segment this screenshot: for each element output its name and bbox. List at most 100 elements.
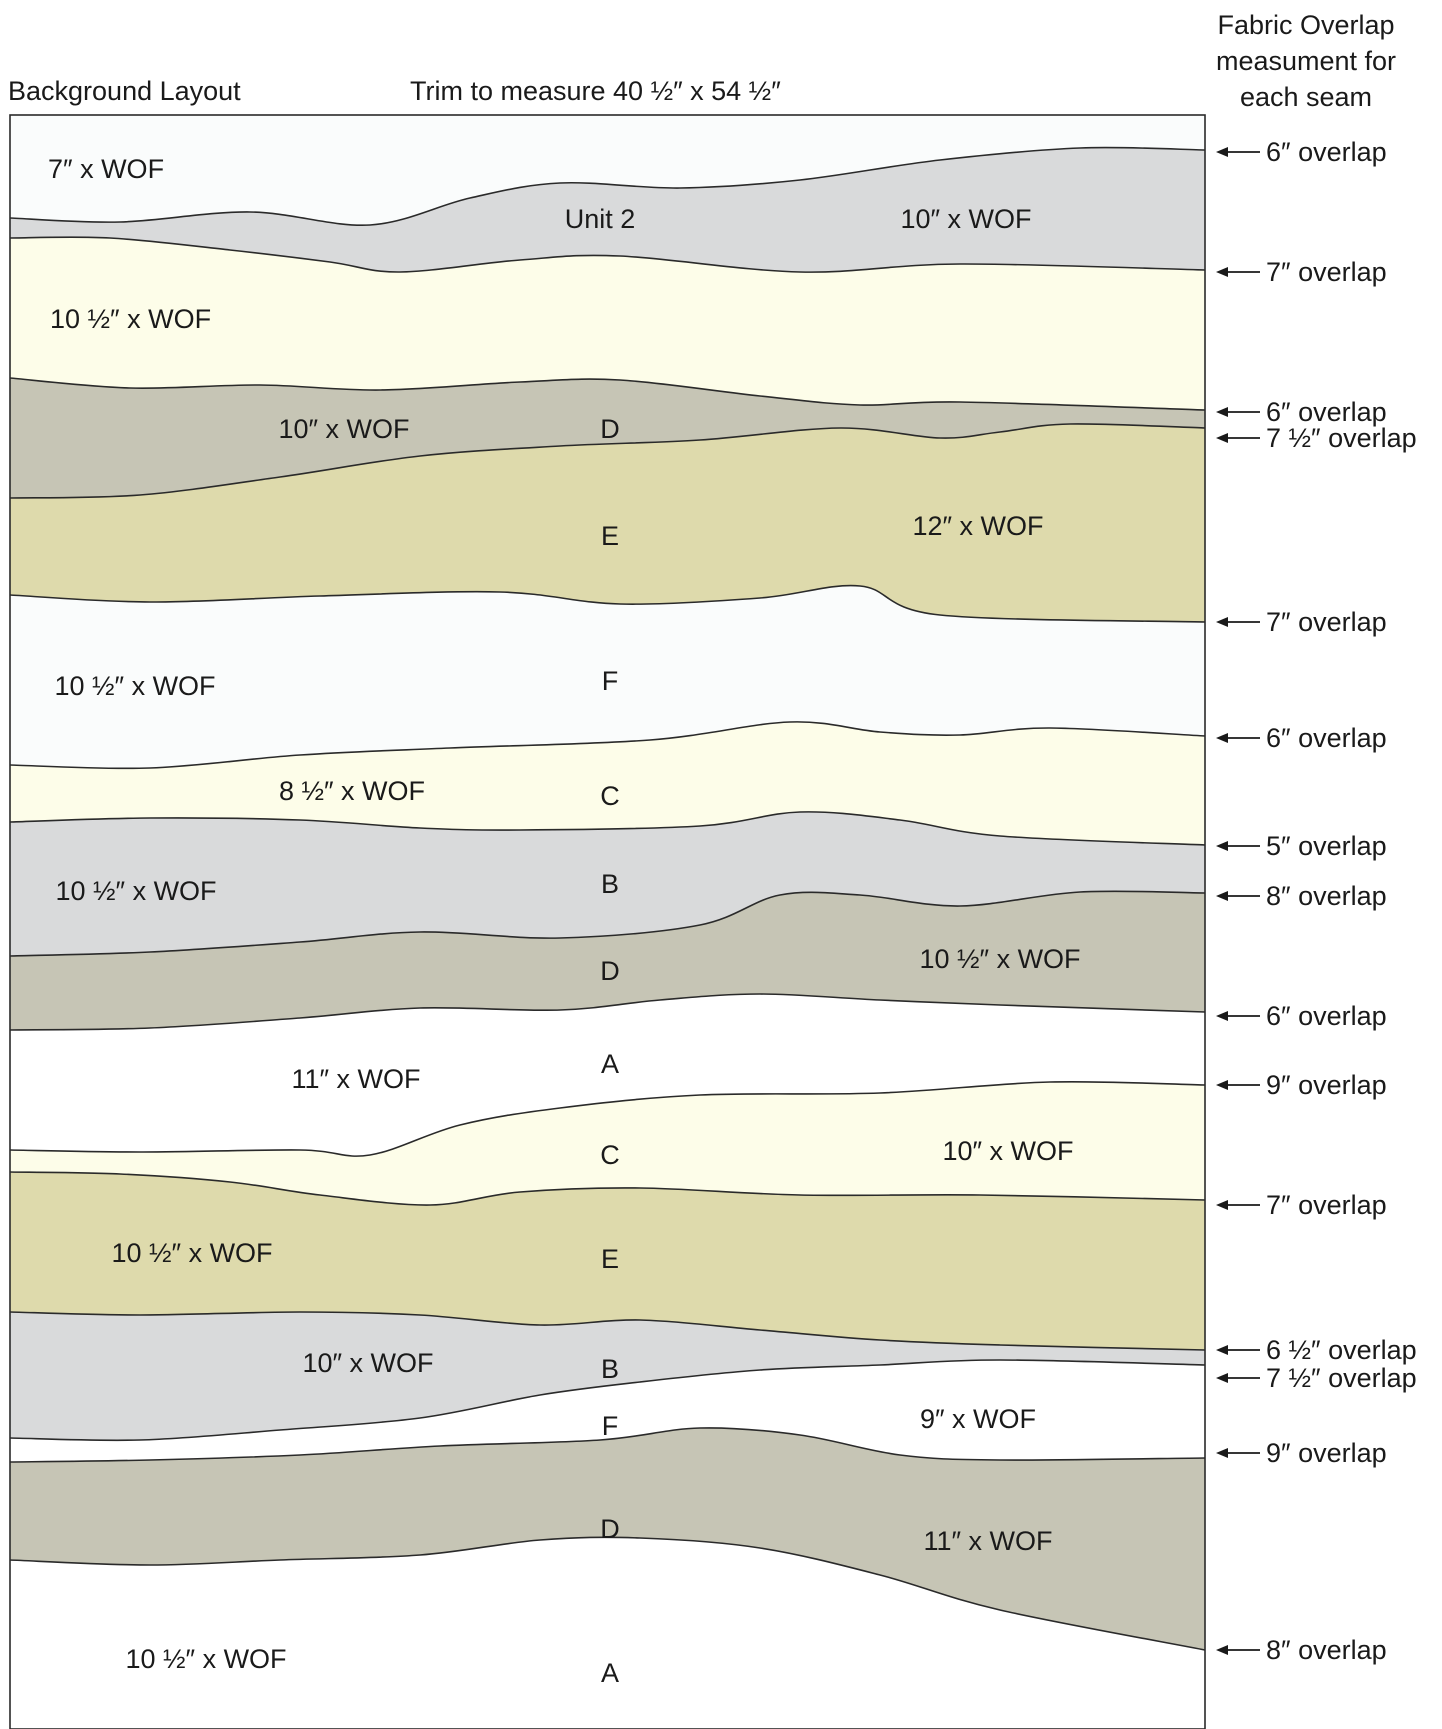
strip-label: F <box>602 666 619 696</box>
quilt-outline <box>9 114 1206 1729</box>
strip-label: D <box>600 1514 620 1544</box>
arrow-left-icon <box>1216 433 1228 443</box>
strip-label: 10 ½″ x WOF <box>55 876 216 906</box>
arrow-left-icon <box>1216 147 1228 157</box>
seam-line <box>9 811 1206 846</box>
strip-label: A <box>601 1658 619 1688</box>
strip-label: 11″ x WOF <box>291 1064 420 1094</box>
strip-label: Unit 2 <box>565 204 636 234</box>
arrow-left-icon <box>1216 1200 1228 1210</box>
fabric-strip <box>10 1360 1205 1462</box>
seam-line <box>9 1171 1206 1206</box>
seam-line <box>9 146 1206 227</box>
seam-line <box>9 1311 1206 1351</box>
strip-label: 7″ x WOF <box>48 154 164 184</box>
overlap-annotation: 7 ½″ overlap <box>1216 1363 1417 1393</box>
seam-lines <box>9 146 1206 1651</box>
strip-label: D <box>600 956 620 986</box>
overlap-label: 7 ½″ overlap <box>1266 423 1417 453</box>
trim-measure-title: Trim to measure 40 ½″ x 54 ½″ <box>410 76 781 106</box>
overlap-label: 7″ overlap <box>1266 607 1387 637</box>
fabric-strip <box>10 811 1205 956</box>
overlap-label: 6″ overlap <box>1266 1001 1387 1031</box>
overlap-label: 9″ overlap <box>1266 1070 1387 1100</box>
fabric-strip <box>10 994 1205 1157</box>
overlap-label: 6″ overlap <box>1266 723 1387 753</box>
strip-label: 10″ x WOF <box>942 1136 1073 1166</box>
arrow-left-icon <box>1216 267 1228 277</box>
overlap-heading-line-1: Fabric Overlap <box>1217 10 1394 40</box>
fabric-strip <box>10 1172 1205 1350</box>
seam-line <box>9 890 1206 957</box>
overlap-label: 6 ½″ overlap <box>1266 1335 1417 1365</box>
seam-line <box>9 236 1206 273</box>
arrow-left-icon <box>1216 617 1228 627</box>
overlap-heading-line-2: measument for <box>1216 46 1396 76</box>
arrow-left-icon <box>1216 1645 1228 1655</box>
overlap-annotation: 7″ overlap <box>1216 607 1387 637</box>
overlap-label: 6″ overlap <box>1266 137 1387 167</box>
overlap-annotation: 6″ overlap <box>1216 397 1387 427</box>
background-layout-title: Background Layout <box>8 76 241 106</box>
overlap-label: 5″ overlap <box>1266 831 1387 861</box>
strip-label: 10″ x WOF <box>302 1348 433 1378</box>
arrow-left-icon <box>1216 841 1228 851</box>
strip-label: 11″ x WOF <box>923 1526 1052 1556</box>
arrow-left-icon <box>1216 1373 1228 1383</box>
overlap-annotation: 6 ½″ overlap <box>1216 1335 1417 1365</box>
fabric-strip <box>10 1537 1205 1729</box>
overlap-annotation: 5″ overlap <box>1216 831 1387 861</box>
fabric-strip <box>10 147 1205 273</box>
overlap-annotation: 9″ overlap <box>1216 1438 1387 1468</box>
fabric-strip <box>10 891 1205 1030</box>
overlap-annotation: 7″ overlap <box>1216 1190 1387 1220</box>
overlap-annotation: 6″ overlap <box>1216 723 1387 753</box>
strip-label: 10 ½″ x WOF <box>125 1644 286 1674</box>
fabric-strips <box>10 115 1205 1729</box>
overlap-heading-line-3: each seam <box>1240 82 1372 112</box>
seam-line <box>9 377 1206 411</box>
overlap-label: 8″ overlap <box>1266 1635 1387 1665</box>
arrow-left-icon <box>1216 1080 1228 1090</box>
overlap-annotation: 9″ overlap <box>1216 1070 1387 1100</box>
strip-label: F <box>602 1411 619 1441</box>
strip-label: 10″ x WOF <box>900 204 1031 234</box>
arrow-left-icon <box>1216 1345 1228 1355</box>
strip-label: 10″ x WOF <box>278 414 409 444</box>
overlap-label: 7 ½″ overlap <box>1266 1363 1417 1393</box>
strip-label: 10 ½″ x WOF <box>919 944 1080 974</box>
overlap-annotation: 7 ½″ overlap <box>1216 423 1417 453</box>
fabric-strip <box>10 585 1205 769</box>
strip-label: 10 ½″ x WOF <box>54 671 215 701</box>
seam-line <box>9 1359 1206 1442</box>
overlap-label: 6″ overlap <box>1266 397 1387 427</box>
seam-line <box>9 584 1206 623</box>
overlap-annotation: 8″ overlap <box>1216 881 1387 911</box>
strip-label: C <box>600 781 620 811</box>
overlap-annotation: 6″ overlap <box>1216 137 1387 167</box>
fabric-strip <box>10 1312 1205 1441</box>
fabric-strip <box>10 1427 1205 1650</box>
seam-line <box>9 1536 1206 1651</box>
overlap-label: 7″ overlap <box>1266 257 1387 287</box>
overlap-annotation: 6″ overlap <box>1216 1001 1387 1031</box>
strip-label: B <box>601 1354 619 1384</box>
strip-label: A <box>601 1049 619 1079</box>
strip-label: D <box>600 414 620 444</box>
arrow-left-icon <box>1216 1448 1228 1458</box>
arrow-left-icon <box>1216 891 1228 901</box>
seam-line <box>9 1427 1206 1463</box>
overlap-annotation: 7″ overlap <box>1216 257 1387 287</box>
overlap-label: 9″ overlap <box>1266 1438 1387 1468</box>
fabric-strip <box>10 1081 1205 1206</box>
arrow-left-icon <box>1216 733 1228 743</box>
fabric-strip <box>10 378 1205 498</box>
strip-label: 10 ½″ x WOF <box>111 1238 272 1268</box>
strip-label: 9″ x WOF <box>920 1404 1036 1434</box>
strip-label: C <box>600 1140 620 1170</box>
arrow-left-icon <box>1216 1011 1228 1021</box>
overlap-annotation: 8″ overlap <box>1216 1635 1387 1665</box>
strip-label: B <box>601 869 619 899</box>
